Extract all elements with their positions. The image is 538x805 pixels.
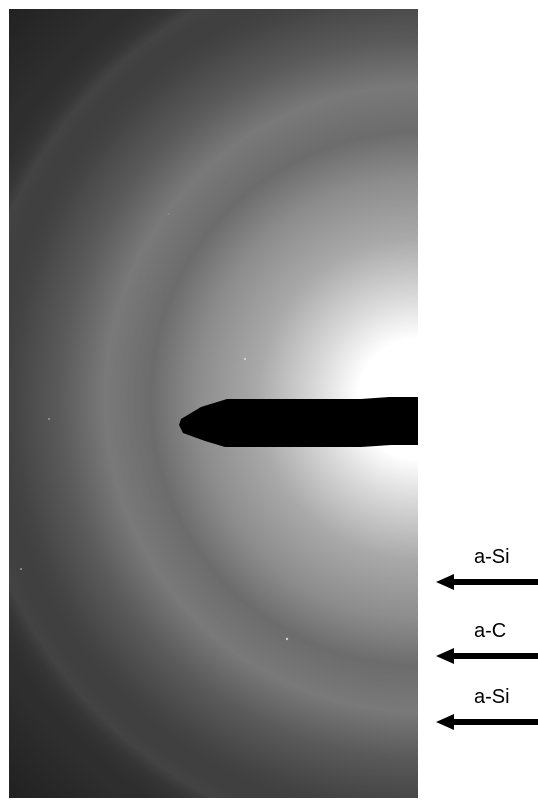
speckle [243, 357, 247, 361]
arrow-row-a-si-upper: a-Si [436, 546, 538, 606]
left-arrow-icon [436, 648, 538, 664]
speckle [48, 418, 50, 420]
left-arrow-icon [436, 714, 538, 730]
speckle [168, 213, 170, 215]
left-arrow-icon [436, 574, 538, 590]
speckle [20, 568, 22, 570]
arrow-label: a-Si [474, 546, 510, 568]
diffraction-pattern-image [9, 9, 418, 798]
arrow-label: a-C [474, 620, 507, 642]
beam-stop-shape [179, 397, 418, 447]
diffraction-pattern-svg [9, 9, 418, 798]
speckle [285, 637, 289, 641]
arrow-row-a-si-lower: a-Si [436, 686, 538, 746]
arrow-row-a-c: a-C [436, 620, 538, 680]
arrow-label: a-Si [474, 686, 510, 708]
